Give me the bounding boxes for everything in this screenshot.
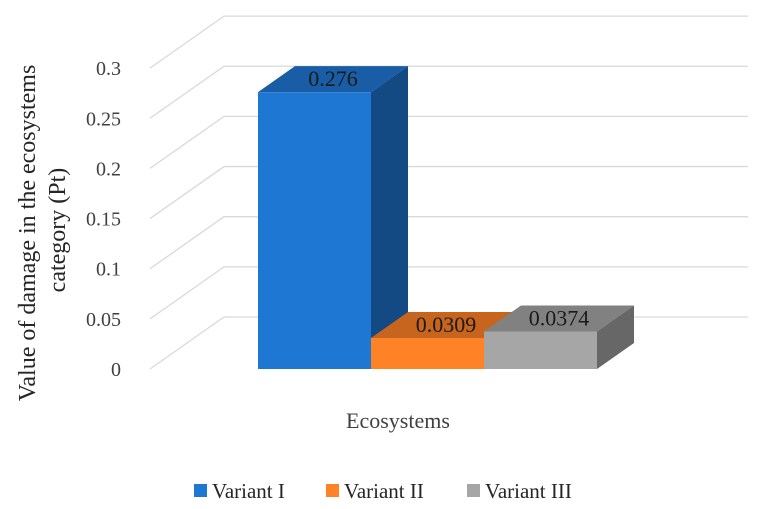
bar-side-3 [597,305,634,369]
gridline [149,266,748,320]
gridline [149,65,748,119]
legend-label-2: Variant II [344,479,424,503]
legend-swatch-1 [194,484,207,497]
bar-front-2 [371,338,484,369]
data-label-1: 0.276 [308,66,358,91]
legend-swatch-2 [326,484,339,497]
data-label-3: 0.0374 [529,305,590,330]
legend: Variant I Variant II Variant III [194,479,572,503]
gridlines [149,15,748,370]
gridline [149,216,748,270]
bar-top-2 [371,312,521,339]
y-tick-label: 0.2 [96,158,121,180]
gridline [149,15,748,69]
data-labels: 0.276 0.0309 0.0374 [308,66,589,337]
y-tick-label: 0.25 [86,108,121,130]
y-tick-label: 0 [111,359,121,381]
bar-top-3 [484,305,634,332]
gridline [149,115,748,169]
x-axis-category-label: Ecosystems [346,408,450,433]
y-tick-label: 0.1 [96,259,121,281]
legend-label-3: Variant III [485,479,572,503]
bar-front-1 [258,92,371,369]
legend-swatch-3 [467,484,480,497]
bars [258,66,634,369]
y-tick-label: 0.15 [86,209,121,231]
data-label-2: 0.0309 [416,312,477,337]
bar-top-1 [258,66,408,93]
y-axis-title-line-2: category (Pt) [45,168,71,293]
y-axis-title: Value of damage in the ecosystems catego… [15,59,71,402]
y-axis-ticks: 0 0.05 0.1 0.15 0.2 0.25 0.3 [86,58,121,381]
bar-front-3 [484,331,597,369]
gridline [149,165,748,220]
bar-side-1 [371,66,408,369]
y-axis-title-line-1: Value of damage in the ecosystems [15,65,41,402]
legend-label-1: Variant I [212,479,285,503]
y-tick-label: 0.3 [96,58,121,80]
y-tick-label: 0.05 [86,309,121,331]
